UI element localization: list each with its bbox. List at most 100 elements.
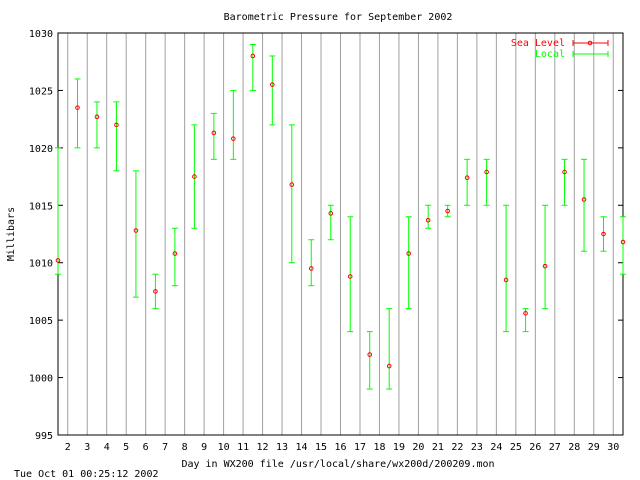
x-axis-label: Day in WX200 file /usr/local/share/wx200… <box>181 459 494 470</box>
local-range-bar <box>386 308 393 390</box>
sea-level-point <box>620 239 626 245</box>
local-range-bar <box>483 158 490 206</box>
sea-level-point <box>503 277 509 283</box>
y-tick-label: 1015 <box>29 201 53 212</box>
sea-level-point <box>231 136 236 141</box>
local-range-bar <box>464 158 471 206</box>
y-tick-label: 1030 <box>29 29 53 40</box>
local-range-bar <box>152 273 159 310</box>
x-tick-label: 14 <box>296 442 308 453</box>
x-tick-label: 12 <box>257 442 269 453</box>
local-range-bar <box>230 89 237 160</box>
sea-level-point <box>367 352 373 357</box>
local-range-bar <box>581 158 588 252</box>
sea-level-point <box>542 263 548 269</box>
sea-level-point <box>270 82 275 87</box>
local-range-bar <box>55 147 61 275</box>
x-tick-label: 2 <box>65 442 71 453</box>
y-axis-ticks: 995 1000 1005 1010 1015 1020 1025 1030 <box>29 29 623 442</box>
sea-level-point <box>406 251 411 256</box>
sea-level-point <box>55 258 61 263</box>
sea-level-point <box>386 363 392 369</box>
x-tick-label: 20 <box>412 442 424 453</box>
y-tick-label: 1000 <box>29 374 53 385</box>
local-range-bar <box>308 239 315 287</box>
local-range-bar <box>542 204 549 310</box>
local-range-bar <box>503 204 510 333</box>
x-tick-label: 30 <box>607 442 619 453</box>
x-tick-label: 11 <box>237 442 249 453</box>
sea-level-point <box>328 211 334 216</box>
sea-level-point <box>289 182 295 187</box>
x-tick-label: 23 <box>471 442 483 453</box>
sea-level-point <box>114 122 119 128</box>
sea-level-point <box>523 310 528 316</box>
x-tick-label: 19 <box>393 442 405 453</box>
local-range-bar <box>113 101 120 172</box>
legend-sample-marker <box>587 40 593 46</box>
y-tick-label: 995 <box>35 431 53 442</box>
local-range-bar <box>327 204 334 241</box>
sea-level-points <box>55 53 626 369</box>
local-range-bar <box>210 112 217 160</box>
sea-level-point <box>75 105 80 110</box>
sea-level-point <box>172 251 178 256</box>
x-tick-label: 8 <box>182 442 188 453</box>
sea-level-point <box>464 175 470 181</box>
sea-level-point <box>94 114 100 120</box>
local-range-bar <box>425 204 432 229</box>
local-range-bar <box>620 216 626 275</box>
x-tick-label: 9 <box>201 442 207 453</box>
local-range-bar <box>93 101 100 149</box>
x-tick-label: 6 <box>143 442 149 453</box>
x-tick-label: 17 <box>354 442 366 453</box>
local-range-bar <box>74 78 81 149</box>
generated-timestamp: Tue Oct 01 00:25:12 2002 <box>14 469 159 480</box>
sea-level-point <box>581 197 587 202</box>
sea-level-point <box>133 228 139 233</box>
legend: Sea Level Local <box>511 38 609 60</box>
local-range-bar <box>269 55 276 126</box>
x-tick-label: 16 <box>334 442 346 453</box>
legend-sea-level-label: Sea Level <box>511 38 565 49</box>
local-range-bar <box>561 158 568 206</box>
local-range-bar <box>288 124 295 264</box>
legend-local-label: Local <box>535 49 565 60</box>
y-tick-label: 1020 <box>29 144 53 155</box>
x-tick-label: 5 <box>123 442 129 453</box>
sea-level-point <box>192 174 197 179</box>
x-tick-label: 7 <box>162 442 168 453</box>
sea-level-point <box>308 266 314 271</box>
sea-level-point <box>445 208 450 214</box>
sea-level-point <box>211 130 217 136</box>
x-tick-label: 26 <box>529 442 541 453</box>
x-tick-label: 22 <box>451 442 463 453</box>
sea-level-point <box>425 217 431 223</box>
x-tick-label: 29 <box>588 442 600 453</box>
x-tick-label: 18 <box>373 442 385 453</box>
x-tick-label: 28 <box>568 442 580 453</box>
local-range-bar <box>132 170 139 298</box>
x-tick-label: 4 <box>104 442 110 453</box>
x-tick-label: 27 <box>549 442 561 453</box>
x-tick-label: 15 <box>315 442 327 453</box>
x-tick-label: 21 <box>432 442 444 453</box>
local-range-bar <box>191 124 198 229</box>
sea-level-point <box>153 289 158 294</box>
sea-level-point <box>601 231 606 237</box>
x-axis-ticks: 2 3 4 5 6 7 8 9 10 11 12 13 14 15 16 17 18 19 20 21 22 23 24 25… <box>65 442 620 453</box>
x-tick-label: 3 <box>84 442 90 453</box>
y-tick-label: 1025 <box>29 86 53 97</box>
y-tick-label: 1010 <box>29 259 53 270</box>
vertical-grid <box>67 33 614 435</box>
legend-local-sample <box>572 51 609 57</box>
sea-level-point <box>562 169 567 175</box>
local-range-bar <box>522 308 529 333</box>
x-tick-label: 25 <box>510 442 522 453</box>
chart-title: Barometric Pressure for September 2002 <box>224 12 453 23</box>
local-range-bar <box>405 216 412 310</box>
sea-level-point <box>484 169 489 175</box>
x-tick-label: 10 <box>218 442 230 453</box>
x-tick-label: 24 <box>490 442 502 453</box>
